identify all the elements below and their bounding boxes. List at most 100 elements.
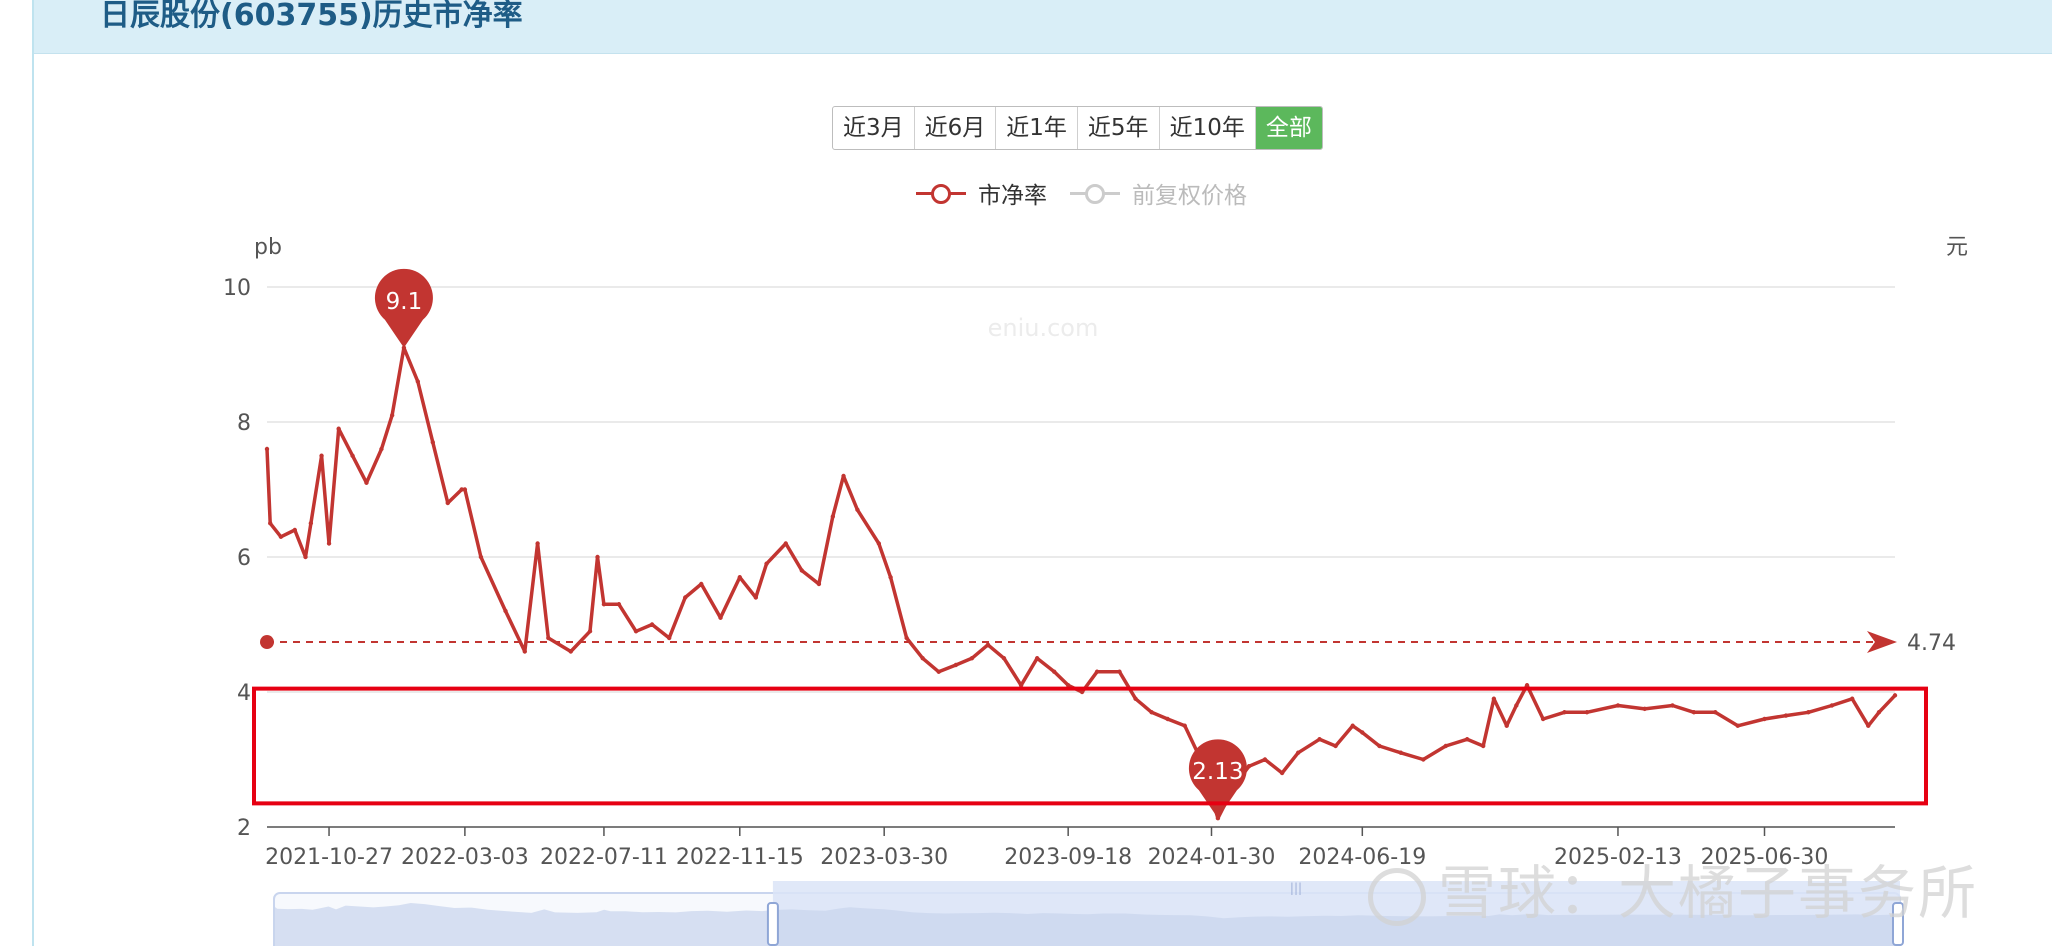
- data-point-21: [522, 649, 527, 654]
- y-tick-label-2: 6: [237, 546, 251, 571]
- data-point-58: [1094, 669, 1100, 674]
- range-button-1[interactable]: 近6月: [915, 107, 997, 149]
- legend-price-symbol-icon: [1070, 180, 1120, 206]
- data-point-18: [462, 487, 468, 492]
- data-point-3: [292, 527, 298, 533]
- data-point-68: [1262, 757, 1268, 762]
- data-point-74: [1360, 730, 1365, 735]
- data-point-1: [268, 521, 273, 526]
- range-button-0[interactable]: 近3月: [833, 107, 915, 149]
- data-point-28: [616, 602, 622, 607]
- data-point-50: [969, 656, 975, 661]
- data-point-85: [1540, 716, 1546, 722]
- data-point-75: [1377, 743, 1382, 749]
- x-tick-label-9: 2025-06-30: [1701, 845, 1829, 870]
- data-point-48: [936, 669, 941, 674]
- legend-pb-symbol-icon: [916, 180, 966, 206]
- average-line-label: 4.74: [1907, 631, 1956, 656]
- data-point-46: [904, 635, 909, 641]
- data-point-11: [379, 446, 384, 452]
- data-point-24: [568, 649, 573, 654]
- range-selector: 近3月 近6月 近1年 近5年 近10年 全部: [832, 106, 1323, 150]
- range-button-5[interactable]: 全部: [1255, 107, 1322, 149]
- data-point-23: [546, 635, 551, 641]
- data-point-49: [953, 662, 959, 668]
- data-point-9: [350, 453, 355, 458]
- data-point-27: [601, 602, 607, 607]
- data-point-56: [1065, 683, 1071, 688]
- data-point-77: [1421, 757, 1426, 762]
- data-point-59: [1117, 669, 1122, 674]
- data-point-45: [888, 575, 893, 580]
- data-point-47: [920, 656, 925, 661]
- data-point-44: [876, 541, 882, 546]
- highlight-box: [252, 686, 1928, 806]
- y-tick-label-4: 10: [223, 276, 251, 301]
- average-line-arrow-icon: [1867, 631, 1897, 654]
- social-watermark-text: 雪球：大橘子事务所: [1438, 859, 1979, 927]
- data-point-22: [535, 541, 540, 546]
- data-point-5: [308, 521, 314, 526]
- data-point-52: [1001, 656, 1007, 661]
- x-tick-label-4: 2023-03-30: [820, 845, 948, 870]
- data-point-38: [783, 541, 788, 546]
- x-tick-label-5: 2023-09-18: [1004, 845, 1132, 870]
- marker-pin-icon-0: [374, 268, 433, 348]
- x-tick-label-2: 2022-07-11: [540, 845, 668, 870]
- data-point-87: [1584, 710, 1590, 715]
- data-point-71: [1317, 737, 1322, 742]
- data-point-53: [1018, 683, 1024, 688]
- data-point-93: [1735, 723, 1740, 728]
- data-point-61: [1149, 710, 1154, 715]
- data-point-67: [1246, 764, 1252, 769]
- snowball-logo-icon: [1368, 867, 1426, 926]
- average-line-start-dot: [260, 635, 274, 650]
- legend-item-pb[interactable]: 市净率: [916, 176, 1047, 210]
- x-tick-label-7: 2024-06-19: [1298, 845, 1426, 870]
- data-point-36: [753, 595, 759, 600]
- chart-panel: [32, 0, 2052, 946]
- data-point-29: [633, 629, 639, 634]
- data-point-25: [587, 629, 593, 634]
- data-point-7: [326, 541, 332, 546]
- data-point-83: [1514, 703, 1519, 708]
- data-point-97: [1829, 703, 1835, 708]
- marker-label-1: 2.13: [1192, 759, 1243, 785]
- data-point-37: [764, 561, 769, 566]
- data-point-34: [718, 615, 723, 620]
- x-tick-label-6: 2024-01-30: [1148, 845, 1276, 870]
- legend-item-price[interactable]: 前复权价格: [1070, 176, 1247, 210]
- data-point-26: [595, 554, 600, 560]
- data-point-15: [430, 440, 435, 445]
- zoom-handle-right-icon: [1892, 902, 1904, 946]
- data-point-99: [1866, 723, 1871, 728]
- range-button-3[interactable]: 近5年: [1078, 107, 1160, 149]
- data-point-55: [1052, 669, 1057, 674]
- data-point-41: [830, 514, 836, 519]
- chart-legend: 市净率 前复权价格: [0, 176, 2052, 210]
- zoom-preview-area: [274, 903, 1900, 946]
- range-button-2[interactable]: 近1年: [996, 107, 1078, 149]
- data-point-12: [389, 413, 395, 418]
- data-point-32: [683, 595, 688, 600]
- page-title: 日辰股份(603755)历史市净率: [100, 0, 523, 33]
- range-button-4[interactable]: 近10年: [1160, 107, 1256, 149]
- zoom-grip-icon: |||: [1290, 881, 1302, 895]
- data-point-70: [1295, 750, 1301, 755]
- y-axis-left-label: pb: [254, 235, 282, 260]
- data-point-95: [1783, 713, 1789, 718]
- y-axis-right-label: 元: [1946, 235, 1968, 260]
- data-point-4: [303, 554, 308, 560]
- data-point-39: [799, 568, 805, 573]
- marker-label-0: 9.1: [386, 289, 423, 315]
- data-point-78: [1443, 743, 1448, 749]
- data-point-63: [1182, 723, 1187, 728]
- data-point-62: [1165, 716, 1170, 722]
- data-zoom-slider[interactable]: |||: [273, 881, 1904, 946]
- data-point-84: [1524, 683, 1530, 688]
- data-point-57: [1079, 689, 1085, 695]
- data-point-92: [1713, 710, 1718, 715]
- data-point-60: [1133, 696, 1138, 701]
- data-point-40: [816, 581, 822, 587]
- data-point-98: [1850, 696, 1855, 701]
